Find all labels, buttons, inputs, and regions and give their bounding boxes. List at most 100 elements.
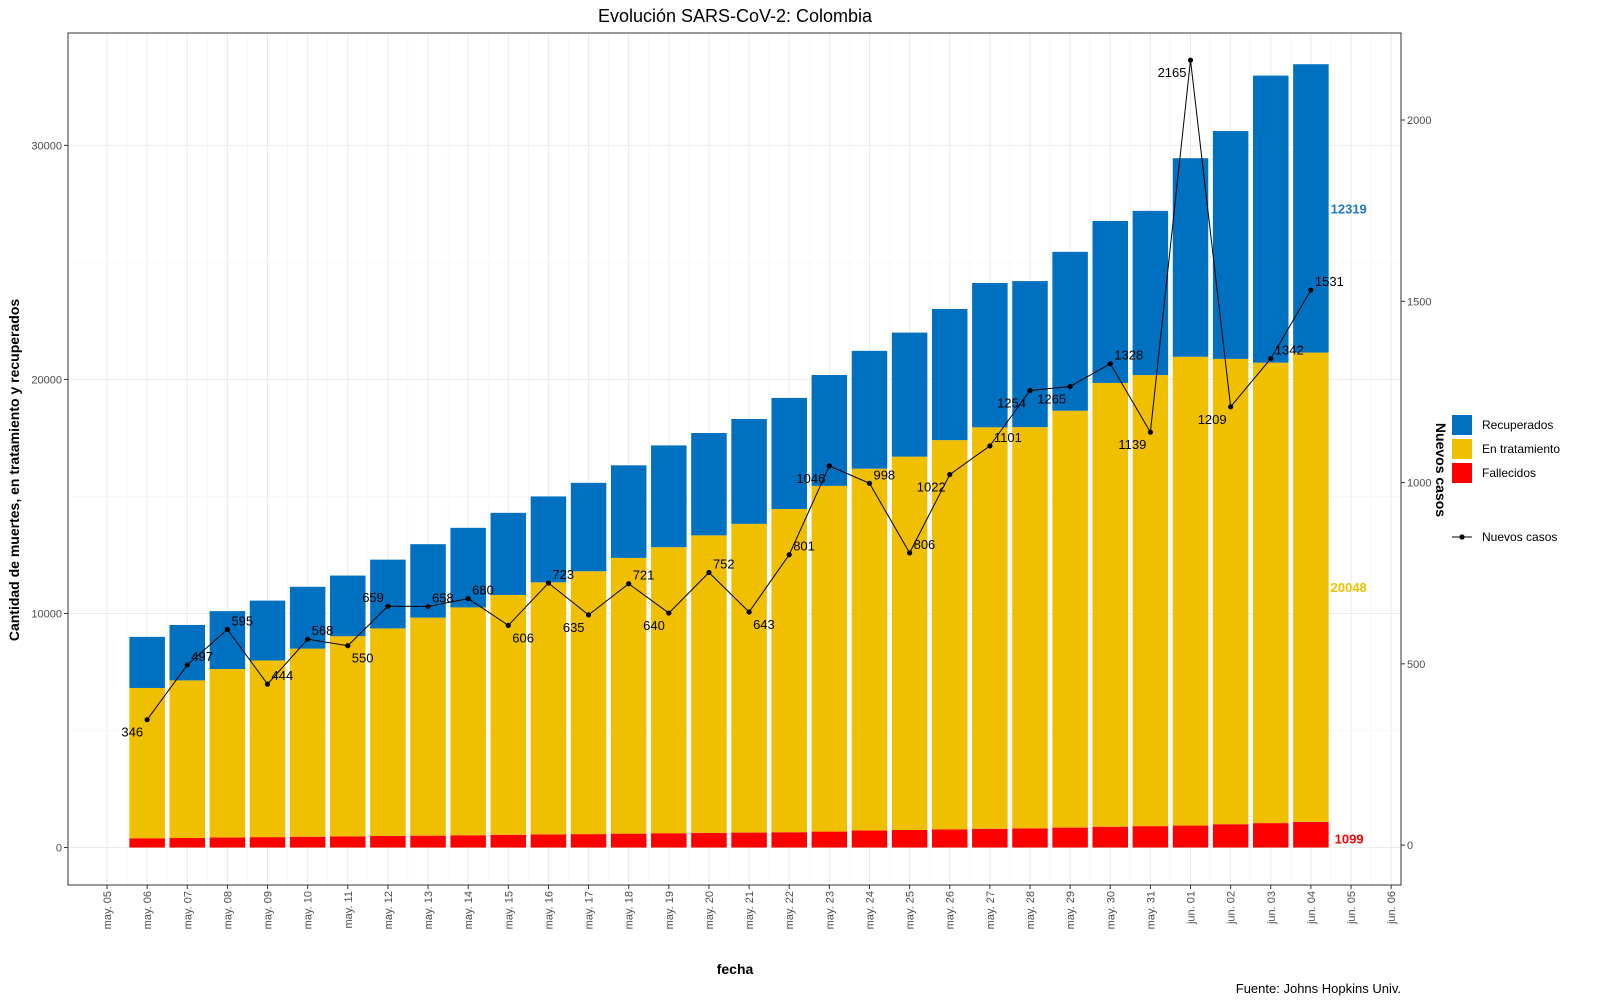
new-cases-point xyxy=(866,480,873,486)
bar-fallecidos xyxy=(851,830,888,848)
bar-fallecidos xyxy=(811,831,848,848)
legend-line-point xyxy=(1459,534,1465,540)
new-cases-point xyxy=(746,609,752,615)
x-tick-label: may. 29 xyxy=(1065,891,1077,929)
end-label-recuperados: 12319 xyxy=(1331,201,1367,216)
new-cases-data-label: 721 xyxy=(633,568,655,583)
x-tick-label: may. 09 xyxy=(263,891,275,929)
bar-en-tratamiento xyxy=(209,669,246,838)
bar-en-tratamiento xyxy=(129,687,165,839)
legend: Recuperados En tratamiento Fallecidos Nuevo… xyxy=(1452,415,1560,544)
new-cases-data-label: 998 xyxy=(873,467,895,482)
new-cases-point xyxy=(545,580,552,586)
new-cases-point xyxy=(505,622,511,629)
bar-en-tratamiento xyxy=(1092,382,1128,827)
new-cases-data-label: 1254 xyxy=(997,395,1026,410)
bar-recuperados xyxy=(811,374,848,486)
plot-border xyxy=(67,32,1402,886)
bar-fallecidos xyxy=(450,835,486,848)
x-tick-label: may. 14 xyxy=(463,891,475,929)
x-tick-label: may. 20 xyxy=(704,891,716,929)
x-tick-label: jun. 06 xyxy=(1386,891,1398,925)
y-tick-label: 0 xyxy=(56,843,62,855)
bar-fallecidos xyxy=(931,829,968,848)
new-cases-point xyxy=(826,463,832,469)
new-cases-data-label: 2165 xyxy=(1158,65,1187,80)
bar-fallecidos xyxy=(651,833,687,848)
bar-en-tratamiento xyxy=(811,485,848,832)
bar-recuperados xyxy=(1172,158,1209,357)
legend-swatch-en-tratamiento xyxy=(1452,439,1472,459)
new-cases-point xyxy=(305,636,311,642)
new-cases-point xyxy=(425,603,431,610)
bar-fallecidos xyxy=(972,828,1008,848)
legend-swatch-recuperados xyxy=(1452,415,1472,435)
bar-en-tratamiento xyxy=(330,636,366,837)
bar-en-tratamiento xyxy=(570,571,607,835)
x-tick-label: may. 28 xyxy=(1025,891,1037,929)
x-tick-label: may. 25 xyxy=(905,891,917,929)
x-tick-label: may. 31 xyxy=(1145,891,1157,929)
source-caption: Fuente: Johns Hopkins Univ. xyxy=(1236,981,1401,996)
bar-fallecidos xyxy=(1052,827,1088,848)
bar-recuperados xyxy=(610,465,647,558)
bar-en-tratamiento xyxy=(972,427,1008,829)
x-tick-label: may. 24 xyxy=(864,891,876,929)
bar-fallecidos xyxy=(1212,824,1249,848)
y2-axis-title: Nuevos casos xyxy=(1433,423,1449,517)
bar-recuperados xyxy=(1293,64,1329,353)
bar-en-tratamiento xyxy=(169,680,206,839)
bar-en-tratamiento xyxy=(530,582,567,835)
new-cases-data-label: 680 xyxy=(472,583,494,598)
bar-en-tratamiento xyxy=(1253,362,1289,824)
bar-en-tratamiento xyxy=(931,440,968,830)
new-cases-data-label: 659 xyxy=(362,590,384,605)
bar-fallecidos xyxy=(410,835,446,848)
legend-label-en-tratamiento: En tratamiento xyxy=(1482,442,1560,456)
new-cases-data-label: 1101 xyxy=(994,430,1022,445)
new-cases-point xyxy=(184,662,190,668)
x-axis-title: fecha xyxy=(717,961,754,977)
bar-en-tratamiento xyxy=(1293,352,1329,822)
new-cases-point xyxy=(1268,355,1274,362)
new-cases-point xyxy=(1228,404,1234,410)
y-tick-label: 30000 xyxy=(31,140,62,152)
bar-recuperados xyxy=(651,445,687,548)
x-tick-label: may. 12 xyxy=(383,891,395,929)
x-tick-label: may. 05 xyxy=(102,891,114,929)
new-cases-point xyxy=(706,569,712,576)
new-cases-point xyxy=(585,612,592,618)
bar-fallecidos xyxy=(610,833,647,848)
x-tick-label: jun. 04 xyxy=(1306,891,1318,925)
bar-fallecidos xyxy=(1132,826,1169,848)
new-cases-data-label: 635 xyxy=(563,620,585,635)
new-cases-data-label: 1046 xyxy=(796,471,825,486)
bar-en-tratamiento xyxy=(651,547,687,834)
bar-fallecidos xyxy=(691,832,727,848)
bar-en-tratamiento xyxy=(851,468,888,831)
new-cases-point xyxy=(1107,361,1113,367)
x-tick-label: may. 18 xyxy=(624,891,636,929)
bar-en-tratamiento xyxy=(1212,358,1249,825)
plot-area: 346 497 595 444 568 550 659 658 680 606 723 635 721 6… xyxy=(31,32,1431,929)
bar-fallecidos xyxy=(570,834,607,848)
x-tick-label: may. 27 xyxy=(985,891,997,929)
new-cases-data-label: 595 xyxy=(231,613,253,628)
bar-fallecidos xyxy=(1092,826,1128,848)
x-tick-label: may. 21 xyxy=(744,891,756,929)
bar-en-tratamiento xyxy=(891,456,928,830)
new-cases-point xyxy=(947,471,953,478)
new-cases-data-label: 640 xyxy=(643,618,665,633)
bar-fallecidos xyxy=(731,832,767,848)
end-label-fallecidos: 1099 xyxy=(1335,832,1364,847)
legend-swatch-fallecidos xyxy=(1452,463,1472,483)
bar-fallecidos xyxy=(129,838,165,848)
bar-en-tratamiento xyxy=(450,607,486,836)
bar-fallecidos xyxy=(1012,828,1048,848)
new-cases-point xyxy=(264,681,271,687)
bar-fallecidos xyxy=(249,837,286,848)
bar-en-tratamiento xyxy=(691,535,727,833)
new-cases-point xyxy=(907,550,913,556)
